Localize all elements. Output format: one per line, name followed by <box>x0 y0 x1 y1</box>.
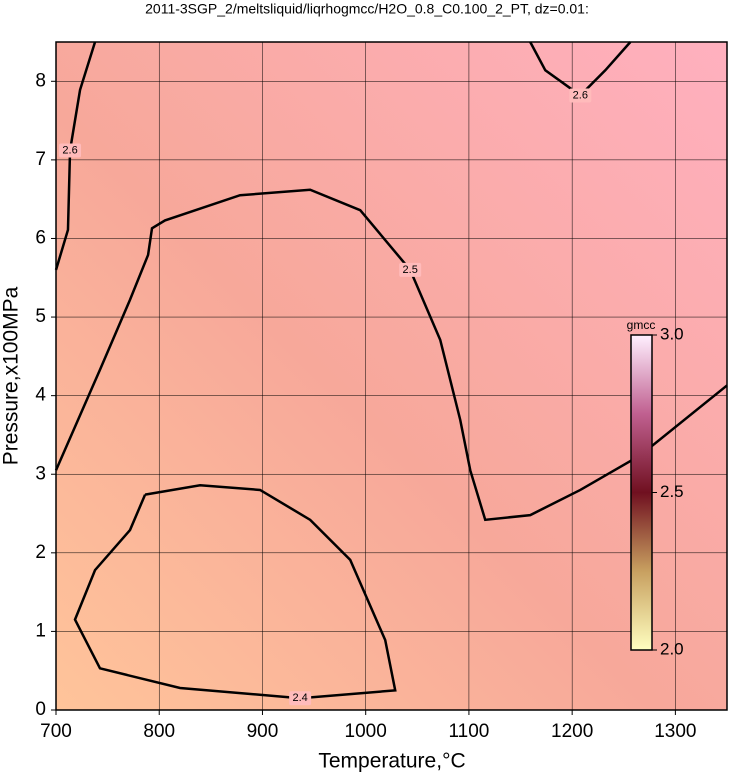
colorbar-label: gmcc <box>627 318 656 332</box>
y-tick-label: 7 <box>35 149 46 170</box>
contour-label: 2.6 <box>62 144 77 156</box>
x-tick-label: 1300 <box>654 721 696 742</box>
y-tick-label: 1 <box>35 620 46 641</box>
contour-label: 2.5 <box>403 264 418 276</box>
x-tick-label: 800 <box>143 721 175 742</box>
chart-title: 2011-3SGP_2/meltsliquid/liqrhogmcc/H2O_0… <box>145 1 589 17</box>
y-tick-label: 3 <box>35 463 46 484</box>
x-tick-label: 1200 <box>551 721 593 742</box>
colorbar-tick-label: 2.5 <box>660 482 684 501</box>
y-tick-label: 6 <box>35 227 46 248</box>
contour-label-bg <box>399 262 422 277</box>
x-tick-label: 1000 <box>345 721 387 742</box>
contour-line <box>73 483 397 700</box>
y-tick-label: 8 <box>35 70 46 91</box>
plot-background <box>56 42 727 710</box>
x-tick-label: 900 <box>247 721 279 742</box>
contour-label-bg <box>289 691 312 706</box>
y-axis-label: Pressure,x100MPa <box>0 286 23 465</box>
colorbar-tick-label: 2.0 <box>660 639 684 658</box>
contour-label: 2.6 <box>573 89 588 101</box>
y-tick-label: 2 <box>35 542 46 563</box>
colorbar <box>630 334 653 651</box>
y-tick-label: 4 <box>35 385 46 406</box>
y-tick-label: 5 <box>35 306 46 327</box>
plot-frame <box>55 41 728 711</box>
x-axis-label: Temperature,°C <box>318 750 465 773</box>
x-tick-label: 1100 <box>448 721 489 742</box>
contour-label-bg <box>569 88 592 103</box>
contour-line <box>54 188 728 522</box>
y-tick-label: 0 <box>35 699 46 720</box>
contour-label: 2.4 <box>292 692 307 704</box>
colorbar-tick-label: 3.0 <box>660 324 684 343</box>
contour-label-bg <box>59 143 82 158</box>
x-tick-label: 700 <box>40 721 72 742</box>
